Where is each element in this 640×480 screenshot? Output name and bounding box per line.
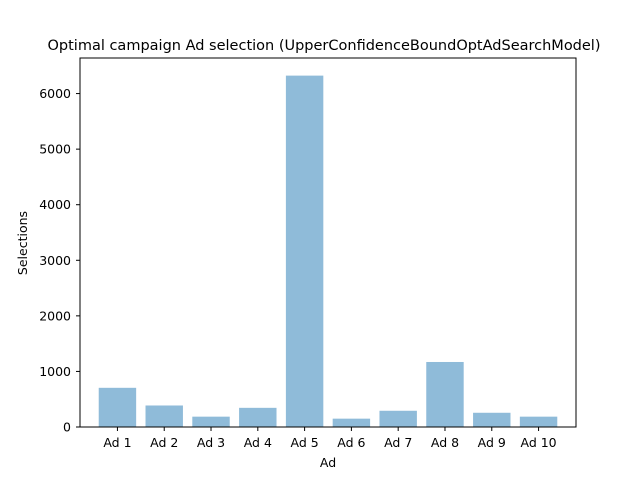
bar-ad-8 <box>426 361 464 427</box>
bar-ad-2 <box>145 405 183 427</box>
bar-ad-3 <box>192 416 230 427</box>
axes-layer: 0 1000 2000 3000 4000 5000 6000 Ad 1 Ad 2 Ad 3 Ad … <box>39 57 577 450</box>
y-tick-label: 5000 <box>39 142 71 157</box>
x-tick-label: Ad 10 <box>520 435 556 450</box>
x-tick-label: Ad 4 <box>244 435 272 450</box>
bars-layer <box>98 75 558 428</box>
bar-ad-7 <box>379 410 417 427</box>
x-tick-label: Ad 6 <box>337 435 365 450</box>
x-tick-label: Ad 3 <box>197 435 225 450</box>
x-tick-label: Ad 9 <box>478 435 506 450</box>
y-tick-label: 0 <box>63 420 71 435</box>
y-tick-label: 1000 <box>39 364 71 379</box>
y-tick-label: 3000 <box>39 253 71 268</box>
bar-ad-4 <box>239 407 277 427</box>
x-tick-label: Ad 5 <box>291 435 319 450</box>
x-tick-label: Ad 8 <box>431 435 459 450</box>
y-axis-label: Selections <box>15 211 30 275</box>
bar-ad-10 <box>519 416 558 427</box>
y-tick-label: 2000 <box>39 308 71 323</box>
y-tick-label: 6000 <box>39 86 71 101</box>
bar-ad-1 <box>98 387 137 427</box>
x-axis-label: Ad <box>320 455 336 470</box>
x-tick-label: Ad 7 <box>384 435 412 450</box>
y-tick-label: 4000 <box>39 197 71 212</box>
chart-title: Optimal campaign Ad selection (UpperConf… <box>47 38 600 54</box>
x-tick-label: Ad 2 <box>150 435 178 450</box>
bar-ad-9 <box>473 412 511 427</box>
bar-ad-6 <box>332 418 371 427</box>
plot-frame <box>79 57 577 428</box>
bar-ad-5 <box>285 75 324 428</box>
x-tick-label: Ad 1 <box>103 435 131 450</box>
